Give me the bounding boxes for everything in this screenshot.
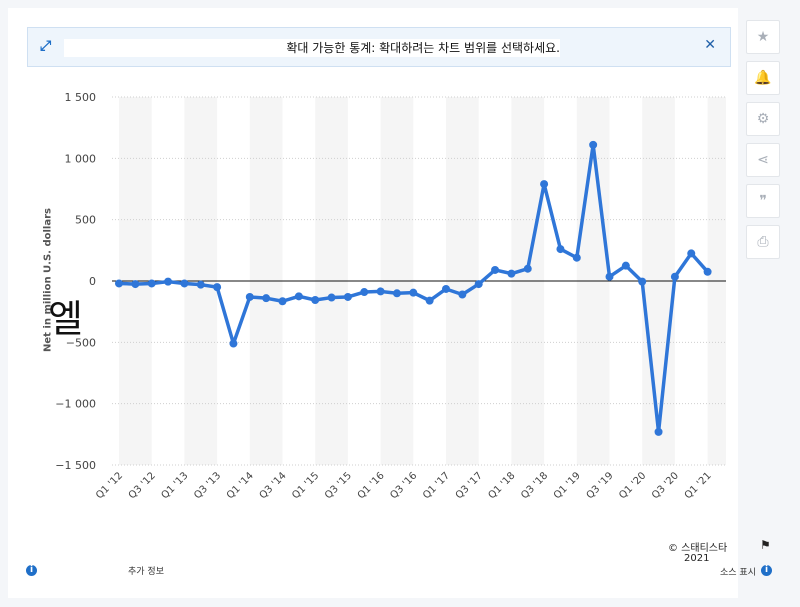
more-info-link[interactable]: 추가 정보	[128, 567, 164, 577]
share-icon[interactable]: ⋖	[746, 143, 780, 177]
x-tick-label: Q1 '15	[290, 470, 321, 501]
data-point	[327, 293, 336, 302]
data-point	[262, 294, 271, 303]
x-tick-label: Q3 '20	[650, 470, 681, 501]
favorite-star-icon[interactable]: ★	[746, 20, 780, 54]
y-tick-label: −1 000	[55, 398, 96, 411]
data-point	[294, 292, 303, 301]
y-tick-label: 1 000	[65, 152, 97, 165]
x-tick-label: Q1 '20	[617, 470, 648, 501]
x-tick-label: Q1 '19	[552, 470, 583, 501]
expand-arrows-icon[interactable]: ⤢	[40, 38, 52, 54]
data-point	[180, 279, 189, 288]
banner-text: 확대 가능한 통계: 확대하려는 차트 범위를 선택하세요.	[286, 41, 560, 55]
data-point	[687, 249, 696, 258]
close-banner-button[interactable]: ✕	[704, 37, 716, 53]
data-point	[638, 277, 647, 286]
data-point	[670, 272, 679, 281]
data-point	[213, 283, 222, 292]
data-point	[621, 261, 630, 270]
print-icon[interactable]: ⎙	[746, 225, 780, 259]
data-point	[474, 280, 483, 289]
data-point	[409, 288, 418, 297]
data-point	[115, 279, 123, 288]
y-tick-label: 0	[89, 275, 96, 288]
x-tick-label: Q3 '15	[323, 470, 354, 501]
cite-quote-icon[interactable]: ❞	[746, 184, 780, 218]
x-tick-label: Q3 '13	[192, 470, 223, 501]
data-point	[589, 140, 598, 149]
data-point	[442, 284, 450, 293]
data-point	[360, 288, 369, 297]
x-tick-label: Q1 '16	[356, 470, 387, 501]
data-point	[523, 264, 532, 273]
data-point	[343, 292, 352, 301]
y-tick-label: −1 500	[55, 459, 96, 472]
overlay-glyph: 엘	[48, 297, 83, 341]
x-tick-label: Q3 '19	[585, 470, 616, 501]
show-source-link[interactable]: 소스 표시	[720, 568, 756, 578]
data-point	[229, 339, 238, 348]
data-point	[425, 296, 434, 305]
x-tick-label: Q3 '14	[258, 470, 289, 501]
x-tick-label: Q1 '14	[225, 470, 256, 501]
x-tick-label: Q1 '12	[94, 470, 125, 501]
notification-bell-icon[interactable]: 🔔	[746, 61, 780, 95]
copyright-year: 2021	[684, 553, 710, 564]
banner-text-background	[64, 39, 560, 57]
y-tick-label: 1 500	[65, 91, 97, 104]
settings-gear-icon[interactable]: ⚙	[746, 102, 780, 136]
info-icon[interactable]: i	[26, 565, 37, 576]
data-point	[572, 253, 581, 262]
data-point	[458, 290, 467, 299]
zoom-hint-banner: ⤢ 확대 가능한 통계: 확대하려는 차트 범위를 선택하세요. ✕	[27, 27, 731, 67]
data-point	[147, 279, 156, 288]
data-point	[245, 292, 254, 301]
copyright-text[interactable]: © 스태티스타	[668, 543, 728, 554]
x-tick-label: Q1 '21	[683, 470, 714, 501]
data-point	[605, 272, 614, 281]
data-point	[556, 245, 565, 254]
data-point	[491, 265, 500, 274]
y-tick-label: 500	[75, 214, 96, 227]
x-tick-label: Q1 '13	[159, 470, 190, 501]
data-point	[540, 180, 549, 189]
y-tick-label: −500	[66, 336, 96, 349]
data-point	[311, 296, 320, 305]
x-tick-label: Q3 '16	[388, 470, 419, 501]
data-point	[507, 269, 516, 278]
x-tick-label: Q1 '17	[421, 470, 452, 501]
data-point	[164, 277, 173, 286]
x-tick-label: Q3 '18	[519, 470, 550, 501]
x-tick-label: Q3 '17	[454, 470, 485, 501]
data-point	[376, 287, 385, 296]
data-point	[654, 427, 663, 436]
source-info-icon[interactable]: i	[761, 565, 772, 576]
x-tick-label: Q1 '18	[486, 470, 517, 501]
data-point	[392, 289, 401, 298]
data-point	[196, 280, 205, 289]
data-point	[278, 297, 287, 306]
data-point	[131, 280, 140, 289]
flag-icon[interactable]: ⚑	[760, 538, 771, 552]
x-tick-label: Q3 '12	[127, 470, 158, 501]
data-point	[703, 267, 712, 276]
